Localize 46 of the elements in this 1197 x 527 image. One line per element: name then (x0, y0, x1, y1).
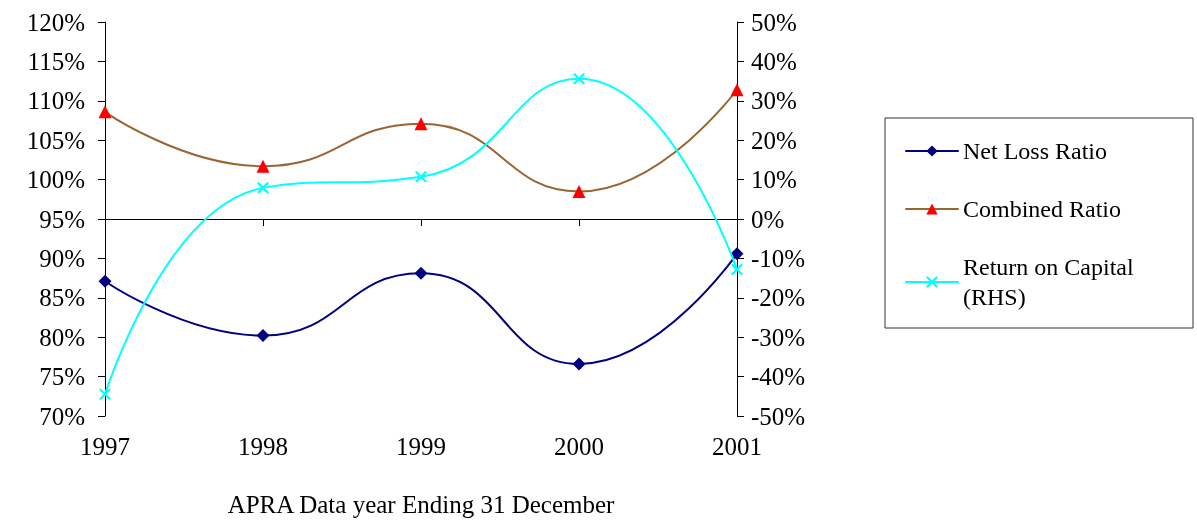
point (257, 182, 269, 194)
point (98, 105, 112, 119)
x-tick-label: 2001 (712, 433, 762, 460)
y-tick-label: 105% (26, 126, 85, 154)
y2-tick-label: 40% (751, 47, 797, 75)
y-tick-label: 75% (39, 363, 85, 391)
x-tick-label: 1997 (80, 433, 130, 460)
y2-tick-label: -10% (751, 244, 806, 272)
x-tick-label: 2000 (554, 433, 604, 460)
point (572, 184, 586, 198)
point (99, 388, 111, 400)
y2-tick-label: -20% (751, 284, 806, 312)
y-tick-label: 85% (39, 284, 85, 312)
y2-tick-label: 30% (751, 87, 797, 115)
y2-tick-label: 50% (751, 8, 797, 36)
point (414, 266, 428, 280)
y2-tick-label: 0% (751, 205, 785, 233)
point (730, 83, 744, 97)
y2-tick-label: -30% (751, 323, 806, 351)
y-tick-label: 115% (27, 47, 85, 75)
point (731, 263, 743, 275)
y-tick-label: 120% (26, 8, 85, 36)
y-tick-label: 80% (39, 323, 85, 351)
point (98, 274, 112, 288)
x-axis-title: APRA Data year Ending 31 December (227, 491, 616, 518)
y2-tick-label: 20% (751, 126, 797, 154)
x-tick-label: 1999 (396, 433, 446, 460)
point (573, 73, 585, 85)
y-tick-label: 110% (27, 87, 85, 115)
point (256, 329, 270, 343)
legend-label: Combined Ratio (963, 196, 1121, 222)
y2-tick-label: 10% (751, 166, 797, 194)
point (414, 117, 428, 131)
point (730, 247, 744, 261)
x-tick-label: 1998 (238, 433, 288, 460)
y-tick-label: 95% (39, 205, 85, 233)
point (256, 159, 270, 173)
point (572, 357, 586, 371)
y2-tick-label: -50% (751, 402, 806, 430)
legend-label: Net Loss Ratio (963, 138, 1107, 164)
point (415, 171, 427, 183)
y-tick-label: 100% (26, 166, 85, 194)
y-tick-label: 90% (39, 244, 85, 272)
legend-label: Return on Capital (RHS) (963, 254, 1140, 310)
y-tick-label: 70% (39, 402, 85, 430)
y2-tick-label: -40% (751, 363, 806, 391)
